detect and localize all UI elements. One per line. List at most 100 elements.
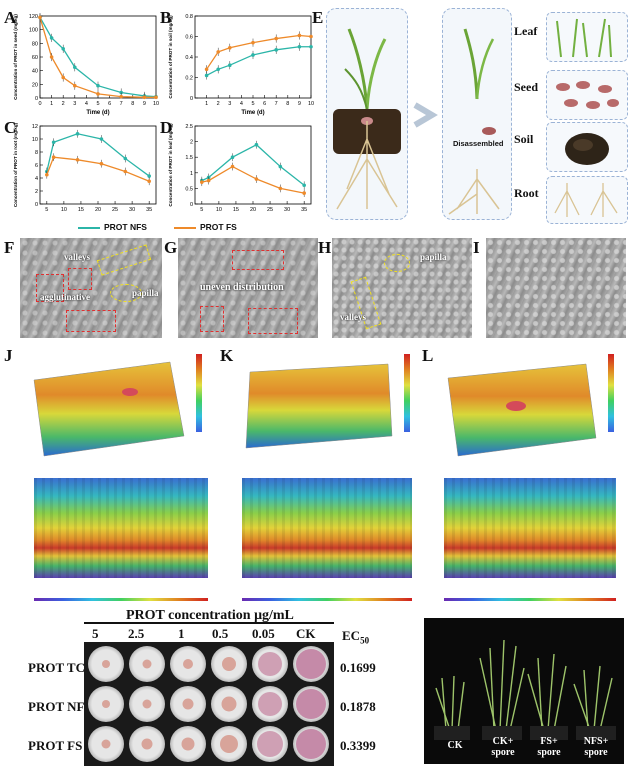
ec50-header: EC50 xyxy=(342,628,370,646)
x-axis-label: Time (d) xyxy=(86,110,109,116)
organ-root-image xyxy=(546,176,628,224)
data-point xyxy=(38,15,42,20)
agglutinative-marker xyxy=(68,268,92,290)
petri-dish xyxy=(129,686,165,722)
x-tick-label: 8 xyxy=(286,101,289,107)
colorbar-l xyxy=(608,354,614,432)
x-tick-label: 7 xyxy=(275,101,278,107)
x-tick-label: 30 xyxy=(129,207,135,213)
data-point xyxy=(96,83,100,88)
organ-label-seed: Seed xyxy=(514,80,538,94)
data-point xyxy=(51,155,56,159)
x-tick-label: 30 xyxy=(284,207,290,213)
panel-label-a: A xyxy=(4,8,17,27)
x-tick-label: 1 xyxy=(205,101,208,107)
petri-dish xyxy=(252,726,288,762)
y-tick-label: 2 xyxy=(190,140,193,146)
y-axis-label: Concentration of PROT in leaf (mg/kg) xyxy=(168,123,173,207)
data-point xyxy=(119,90,123,95)
x-axis-label: Time (d) xyxy=(241,110,264,116)
surface-3d-j xyxy=(33,361,185,457)
data-point xyxy=(230,164,235,169)
series-line-nfs xyxy=(39,17,157,98)
data-point xyxy=(119,94,123,99)
panel-label-g: G xyxy=(164,238,178,257)
label-uneven-distribution: uneven distribution xyxy=(200,282,284,293)
chart-d: 0 0.5 1 1.5 2 2.5 5 10 15 20 25 30 35 Concentration o… xyxy=(168,123,312,213)
y-tick-label: 1.5 xyxy=(185,155,193,161)
petri-dish xyxy=(252,646,288,682)
data-point xyxy=(154,95,158,100)
sem-image-f: valleys agglutinative papilla xyxy=(20,238,162,338)
data-point xyxy=(45,172,49,177)
data-point xyxy=(200,180,204,184)
panel-label-k: K xyxy=(220,346,234,365)
x-tick-label: 5 xyxy=(251,101,254,107)
plant-parts-illustration xyxy=(448,28,500,215)
agglutinative-marker xyxy=(36,274,64,302)
data-point xyxy=(274,48,278,52)
y-tick-label: 2.5 xyxy=(185,124,193,130)
data-point xyxy=(228,45,232,50)
data-point xyxy=(73,83,77,88)
data-point xyxy=(309,34,313,39)
data-point xyxy=(123,156,128,161)
data-point xyxy=(274,36,278,41)
papilla-marker xyxy=(110,284,142,302)
petri-dish xyxy=(211,646,247,682)
petri-dish xyxy=(293,646,329,682)
y-tick-label: 0.5 xyxy=(185,186,193,192)
y-tick-label: 12 xyxy=(32,124,38,130)
plate-title-underline xyxy=(84,622,334,624)
row-label-prot-tc: PROT TC xyxy=(28,660,85,675)
ec50-value-prot-tc: 0.1699 xyxy=(340,660,376,675)
chart-legend: PROT NFS PROT FS xyxy=(78,222,318,234)
panel-label-h: H xyxy=(318,238,332,257)
data-point xyxy=(73,65,77,70)
colorbar-k xyxy=(404,354,410,432)
x-tick-label: 5 xyxy=(96,101,99,107)
data-point xyxy=(142,95,147,100)
data-point xyxy=(61,47,65,51)
data-point xyxy=(206,178,211,183)
data-point xyxy=(230,155,235,159)
label-valleys: valleys xyxy=(340,312,366,322)
label-agglutinative: agglutinative xyxy=(40,292,91,302)
data-point xyxy=(254,177,259,181)
y-tick-label: 100 xyxy=(29,28,38,34)
disassembled-label: Disassembled xyxy=(453,139,504,148)
petri-dish xyxy=(211,726,247,762)
data-point xyxy=(302,191,306,195)
conc-label-ck: CK xyxy=(296,626,316,641)
legend-label-nfs: PROT NFS xyxy=(104,222,147,232)
x-tick-label: 6 xyxy=(108,101,111,107)
organ-label-root: Root xyxy=(514,186,539,200)
petri-dish xyxy=(170,686,206,722)
x-tick-label: 9 xyxy=(143,101,146,107)
x-tick-label: 2 xyxy=(217,101,220,107)
rice-seedlings-illustration xyxy=(434,639,616,740)
ec50-value-prot-nfs: 0.1878 xyxy=(340,699,376,714)
petri-dish xyxy=(170,646,206,682)
y-tick-label: 120 xyxy=(29,14,38,20)
data-point xyxy=(147,179,151,184)
y-tick-label: 0.8 xyxy=(185,14,193,20)
data-point xyxy=(99,161,104,166)
y-tick-label: 0 xyxy=(35,96,38,102)
arrow-icon xyxy=(413,102,438,128)
conc-label-1: 1 xyxy=(178,626,185,641)
sem-image-g: uneven distribution xyxy=(178,238,318,338)
x-tick-label: 10 xyxy=(308,101,314,107)
data-point xyxy=(204,73,209,78)
series-line-fs xyxy=(46,156,150,182)
label-papilla: papilla xyxy=(420,252,447,262)
x-tick-label: 2 xyxy=(62,101,65,107)
row-label-prot-fs: PROT FS xyxy=(28,738,83,753)
conc-label-5: 5 xyxy=(92,626,99,641)
pot-label-nfs-spore: NFS+ spore xyxy=(583,736,609,758)
plot-frame xyxy=(194,125,312,205)
scale-bar-l xyxy=(444,598,616,601)
conc-label-2-5: 2.5 xyxy=(128,626,145,641)
chart-c: 0 2 4 6 8 10 12 5 10 15 20 25 30 35 Concentration of P… xyxy=(13,122,157,213)
data-point xyxy=(278,186,283,191)
